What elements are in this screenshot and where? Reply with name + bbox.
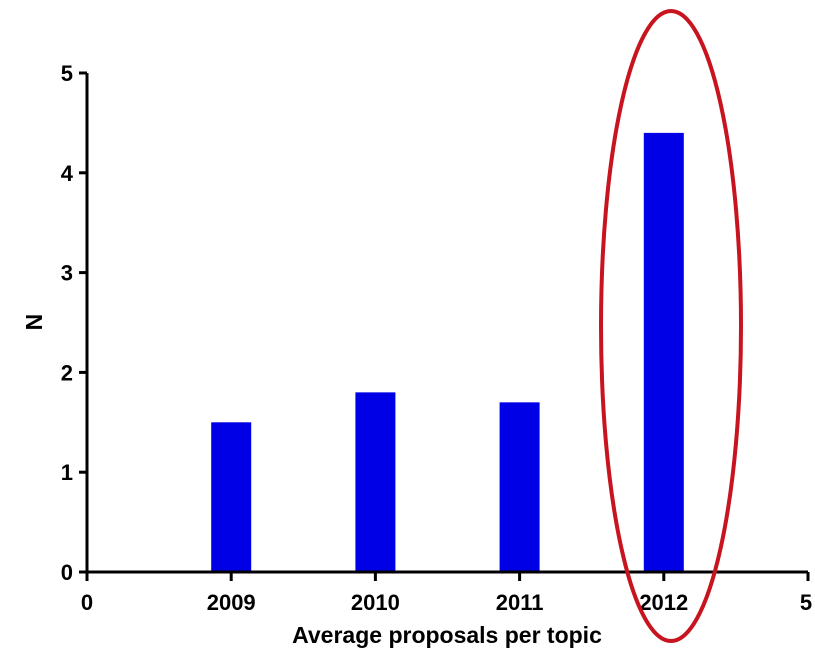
x-tick-label: 2011 [496, 590, 544, 615]
bar-2012 [643, 132, 684, 572]
x-axis-title: Average proposals per topic [292, 622, 602, 648]
y-tick-label: 5 [61, 61, 73, 86]
bar-2009 [211, 422, 252, 572]
bars-group [211, 132, 684, 572]
highlight-ellipse [599, 9, 743, 643]
bar-2011 [499, 402, 540, 572]
x-tick-label: 0 [81, 590, 93, 615]
x-tick-label: 2010 [351, 590, 400, 615]
y-axis-title: N [21, 314, 47, 331]
y-tick-label: 2 [61, 360, 73, 385]
axes-group [85, 73, 808, 574]
bar-2010 [355, 392, 396, 572]
x-tick-label: 2012 [639, 590, 688, 615]
y-tick-label: 4 [61, 161, 74, 186]
y-tick-label: 0 [61, 560, 73, 585]
x-ticks-group: 0 2009 2010 2011 2012 5 [81, 572, 812, 615]
y-ticks-group: 0 1 2 3 4 5 [61, 61, 87, 585]
x-tick-label: 2009 [207, 590, 256, 615]
y-tick-label: 3 [61, 261, 73, 286]
x-tick-label: 5 [800, 590, 812, 615]
y-tick-label: 1 [61, 460, 73, 485]
